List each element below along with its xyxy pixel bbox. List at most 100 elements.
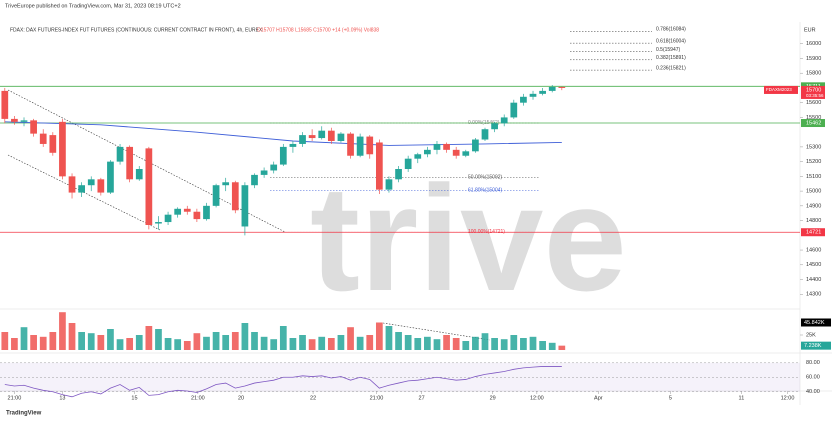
volume-bar — [337, 335, 345, 350]
fib-label: 0.382(15891) — [656, 55, 686, 61]
candle-body — [107, 161, 114, 193]
volume-bar — [49, 332, 57, 350]
candle-body — [500, 117, 508, 124]
candle-body — [145, 148, 153, 225]
volume-bar — [510, 335, 518, 350]
symbol: FDAXM2023 — [766, 87, 792, 92]
volume-bar — [452, 338, 460, 350]
y-tick-label: 15500 — [806, 115, 821, 121]
candle-body — [385, 179, 393, 190]
candle-body — [251, 174, 258, 186]
candle-body — [289, 143, 297, 147]
volume-bar — [548, 342, 556, 350]
volume-bar — [462, 341, 470, 350]
y-tick-label: 15000 — [806, 189, 821, 195]
candle-body — [299, 135, 306, 144]
volume-bar — [385, 326, 393, 350]
candle-body — [433, 143, 441, 150]
x-tick-label: 12:00 — [530, 395, 544, 401]
volume-bar — [126, 338, 134, 350]
y-tick-label: 16000 — [806, 41, 821, 47]
x-tick-label: 21:00 — [8, 395, 22, 401]
volume-bar — [231, 332, 239, 350]
volume-bar — [1, 332, 9, 350]
candle-body — [212, 185, 220, 206]
x-tick-label: 12:00 — [781, 395, 795, 401]
candle-body — [472, 139, 479, 152]
candle-body — [11, 118, 18, 122]
y-tick-label: 14400 — [806, 277, 821, 283]
candle-body — [222, 182, 230, 186]
candle-body — [20, 120, 28, 122]
x-tick-label: 11 — [739, 395, 745, 401]
y-tick-label: 15100 — [806, 174, 821, 180]
candle-body — [97, 179, 105, 193]
candle-body — [155, 222, 162, 224]
volume-bar — [270, 339, 278, 350]
volume-bar — [116, 339, 124, 350]
volume-bar — [183, 341, 191, 350]
volume-bar — [424, 336, 431, 350]
volume-bar — [327, 338, 335, 350]
volume-bar — [558, 345, 566, 350]
x-tick-label: 20 — [238, 395, 244, 401]
rsi-line — [4, 366, 562, 398]
fib-label: 0.618(16004) — [656, 38, 686, 44]
y-tick-label: 15300 — [806, 144, 821, 150]
fib-label: 0.5(15947) — [656, 47, 681, 53]
x-tick-label: 21:00 — [370, 395, 384, 401]
volume-bar — [289, 338, 297, 350]
x-tick-label: 15 — [131, 395, 137, 401]
volume-bar — [164, 338, 172, 350]
volume-bar — [529, 336, 537, 350]
volume-bar — [539, 341, 546, 350]
symbol-tag — [764, 85, 798, 94]
x-tick-label: Apr — [594, 395, 603, 401]
candle-body — [164, 214, 172, 223]
candle-body — [337, 133, 345, 141]
volume-bar — [87, 333, 95, 350]
candle-body — [270, 164, 278, 171]
candle-body — [279, 146, 287, 165]
candle-body — [49, 135, 57, 153]
level-tag-label: 14721 — [806, 230, 821, 236]
candle-body — [462, 151, 470, 156]
candle-body — [318, 130, 326, 139]
candle-body — [1, 90, 9, 119]
candle-body — [68, 176, 76, 193]
x-tick-label: 13 — [59, 395, 65, 401]
currency: EUR — [804, 27, 816, 33]
candle-body — [135, 169, 143, 180]
volume-bar — [299, 335, 306, 350]
rsi-tick-label: 80.00 — [806, 360, 820, 366]
volume-bar — [308, 339, 316, 350]
last-price: 15700 — [806, 87, 821, 93]
volume-bar — [212, 332, 220, 350]
y-tick-label: 15900 — [806, 56, 821, 62]
volume-bar — [260, 336, 268, 350]
volume-bar — [241, 323, 249, 350]
y-tick-label: 14800 — [806, 218, 821, 224]
candle-body — [116, 146, 124, 162]
volume-marker-label: 7.238K — [804, 343, 822, 349]
volume-bar — [30, 335, 37, 350]
footer: TradingView — [6, 411, 42, 417]
y-tick-label: 14600 — [806, 248, 821, 254]
candle-body — [356, 136, 364, 156]
fib-label: 0.236(15821) — [656, 65, 686, 71]
candle-body — [424, 149, 431, 155]
volume-bar — [251, 332, 258, 350]
volume-bar — [481, 333, 489, 350]
volume-bar — [395, 332, 402, 350]
volume-bar — [433, 339, 441, 350]
rsi-tick-label: 40.00 — [806, 389, 820, 395]
candle-body — [183, 208, 191, 212]
candle-body — [539, 90, 546, 94]
candle-body — [327, 130, 335, 141]
candle-body — [443, 143, 450, 150]
volume-bar — [222, 335, 230, 350]
candle-body — [308, 135, 316, 139]
candle-body — [231, 182, 239, 211]
level-tag — [801, 228, 825, 237]
volume-marker — [801, 318, 831, 327]
